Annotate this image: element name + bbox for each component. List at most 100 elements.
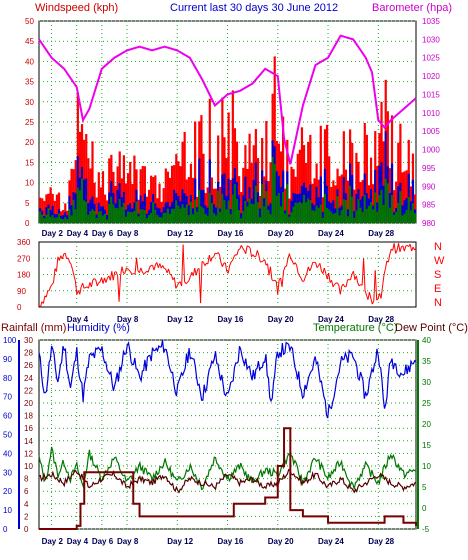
wind-low-bar <box>345 200 347 223</box>
wind-low-bar <box>81 179 83 223</box>
wind-low-bar <box>236 199 238 223</box>
day-tick-label: Day 4 <box>67 537 89 546</box>
wind-low-bar <box>380 190 382 223</box>
wind-low-bar <box>184 208 186 223</box>
barometer-tick-label: 990 <box>422 182 436 191</box>
wind-low-bar <box>190 202 192 223</box>
rainfall-tick-label: 0 <box>24 525 29 534</box>
wind-low-bar <box>234 184 236 223</box>
rainfall-tick-label: 22 <box>24 386 33 395</box>
wind-low-bar <box>299 202 301 223</box>
wind-low-bar <box>339 215 341 223</box>
temperature-tick-label: 0 <box>422 504 427 513</box>
wind-direction-segment <box>170 274 171 275</box>
wind-direction-segment <box>238 249 239 250</box>
day-tick-label: Day 16 <box>218 229 244 238</box>
wind-low-bar <box>368 206 370 223</box>
wind-low-bar <box>393 215 395 223</box>
wind-low-bar <box>401 215 403 223</box>
wind-low-bar <box>219 212 221 223</box>
humidity-tick-label: 10 <box>3 506 12 515</box>
wind-low-bar <box>39 211 41 223</box>
wind-low-bar <box>131 212 133 223</box>
direction-tick-label: 0 <box>17 303 22 312</box>
wind-direction-segment <box>84 288 85 289</box>
wind-low-bar <box>213 213 215 223</box>
day-tick-label: Day 16 <box>218 315 244 324</box>
wind-low-bar <box>286 184 288 223</box>
windspeed-tick-label: 15 <box>25 158 34 167</box>
wind-low-bar <box>320 204 322 223</box>
wind-low-bar <box>129 212 131 223</box>
wind-low-bar <box>110 197 112 223</box>
day-tick-label: Day 28 <box>368 229 394 238</box>
wind-low-bar <box>288 217 290 223</box>
wind-low-bar <box>142 209 144 223</box>
wind-low-bar <box>347 216 349 223</box>
wind-low-bar <box>50 217 52 223</box>
wind-low-bar <box>376 212 378 223</box>
compass-label: W <box>434 255 445 267</box>
day-tick-label: Day 24 <box>318 229 344 238</box>
wind-low-bar <box>163 213 165 223</box>
barometer-tick-label: 1000 <box>422 146 440 155</box>
day-tick-label: Day 2 <box>42 229 64 238</box>
wind-low-bar <box>265 191 267 223</box>
wind-low-bar <box>232 194 234 223</box>
wind-low-bar <box>161 217 163 223</box>
temperature-tick-label: 25 <box>422 399 431 408</box>
wind-low-bar <box>133 211 135 223</box>
compass-label: S <box>434 269 441 281</box>
barometer-tick-label: 1005 <box>422 127 440 136</box>
wind-low-bar <box>127 211 129 223</box>
wind-direction-segment <box>144 273 145 274</box>
wind-low-bar <box>192 214 194 223</box>
windspeed-tick-label: 45 <box>25 37 34 46</box>
wind-low-bar <box>83 200 85 223</box>
wind-low-bar <box>100 211 102 223</box>
wind-low-bar <box>414 213 416 223</box>
wind-low-bar <box>280 206 282 223</box>
wind-low-bar <box>230 214 232 223</box>
wind-low-bar <box>196 212 198 223</box>
temperature-axis-title: Temperature (°C) <box>313 322 397 334</box>
wind-low-bar <box>106 220 108 223</box>
wind-low-bar <box>284 213 286 223</box>
wind-low-bar <box>221 194 223 223</box>
wind-low-bar <box>307 199 309 223</box>
wind-low-bar <box>54 218 56 223</box>
direction-tick-label: 180 <box>17 271 31 280</box>
wind-low-bar <box>200 206 202 223</box>
wind-low-bar <box>165 213 167 223</box>
wind-direction-segment <box>202 261 203 262</box>
wind-low-bar <box>343 199 345 223</box>
windspeed-tick-label: 35 <box>25 78 34 87</box>
wind-low-bar <box>207 216 209 223</box>
wind-low-bar <box>91 209 93 223</box>
temperature-tick-label: 30 <box>422 378 431 387</box>
humidity-tick-label: 0 <box>3 525 8 534</box>
wind-low-bar <box>326 208 328 223</box>
wind-low-bar <box>52 215 54 223</box>
rainfall-tick-label: 18 <box>24 412 33 421</box>
wind-low-bar <box>114 208 116 223</box>
wind-low-bar <box>263 206 265 223</box>
wind-low-bar <box>177 205 179 223</box>
wind-low-bar <box>318 208 320 223</box>
rainfall-tick-label: 14 <box>24 437 33 446</box>
day-tick-label: Day 24 <box>318 537 344 546</box>
rainfall-tick-label: 10 <box>24 462 33 471</box>
humidity-tick-label: 40 <box>3 449 12 458</box>
chart-title: Current last 30 days 30 June 2012 <box>170 2 338 14</box>
windspeed-tick-label: 0 <box>25 219 30 228</box>
wind-low-bar <box>383 205 385 223</box>
wind-low-bar <box>87 215 89 223</box>
wind-low-bar <box>223 200 225 223</box>
wind-low-bar <box>137 216 139 223</box>
wind-low-bar <box>259 217 261 223</box>
rainfall-tick-label: 26 <box>24 361 33 370</box>
wind-low-bar <box>276 196 278 223</box>
wind-low-bar <box>267 210 269 223</box>
day-tick-label: Day 6 <box>92 229 114 238</box>
wind-low-bar <box>292 207 294 223</box>
